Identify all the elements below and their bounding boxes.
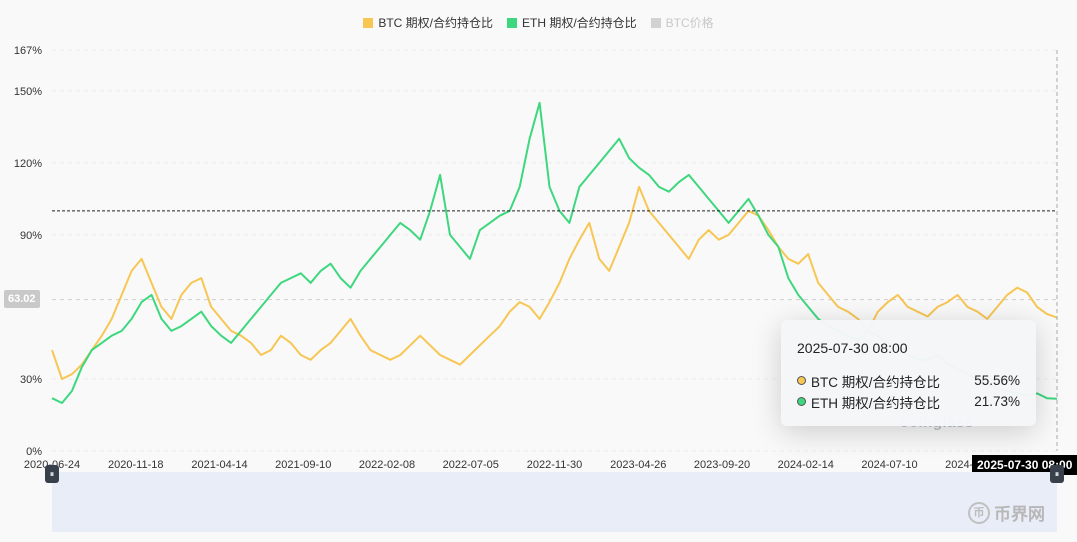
tooltip-name-eth: ETH 期权/合约持仓比 <box>811 395 941 411</box>
y-axis-ticks: 0% 30% 90% 120% 150% 167% <box>14 45 42 458</box>
x-tick-label: 2022-11-30 <box>527 459 582 471</box>
legend-swatch-btc-price <box>650 17 661 28</box>
brand-logo: 币 币界网 <box>968 500 1045 525</box>
y-tick-label: 167% <box>14 45 42 57</box>
y-tick-label: 150% <box>14 86 42 98</box>
slider-handle-right[interactable]: ⏸ <box>1050 465 1064 483</box>
x-tick-label: 2021-09-10 <box>275 459 331 471</box>
tooltip-value-btc: 55.56% <box>974 373 1020 388</box>
legend-item-btc-price[interactable]: BTC价格 <box>650 14 714 31</box>
tooltip-row-eth: ETH 期权/合约持仓比 21.73% <box>797 391 1020 412</box>
legend-swatch-btc <box>363 17 374 28</box>
tooltip-name-btc: BTC 期权/合约持仓比 <box>811 374 941 390</box>
series-line-btc <box>51 185 1058 380</box>
tooltip-dot-btc <box>797 376 806 385</box>
tooltip-row-btc: BTC 期权/合约持仓比 55.56% <box>797 370 1020 391</box>
x-tick-label: 2021-04-14 <box>191 459 247 471</box>
x-tick-label: 2023-04-26 <box>610 459 666 471</box>
data-zoom-slider[interactable] <box>52 472 1057 532</box>
y-tick-label: 0% <box>26 446 42 458</box>
legend-label-eth: ETH 期权/合约持仓比 <box>521 16 637 30</box>
x-tick-label: 2024-02-14 <box>778 459 834 471</box>
legend-swatch-eth <box>506 17 517 28</box>
x-tick-label: 2020-11-18 <box>108 459 163 471</box>
y-tick-label: 90% <box>20 230 42 242</box>
slider-handle-left[interactable]: ⏸ <box>45 465 59 483</box>
y-pointer-badge: 63.02 <box>4 289 40 308</box>
tooltip-value-eth: 21.73% <box>974 394 1020 409</box>
legend-label-btc-price: BTC价格 <box>665 16 714 30</box>
y-tick-label: 120% <box>14 158 42 170</box>
tooltip-dot-eth <box>797 397 806 406</box>
tooltip-time: 2025-07-30 08:00 <box>797 340 908 356</box>
y-tick-label: 30% <box>20 374 42 386</box>
legend-item-btc-ratio[interactable]: BTC 期权/合约持仓比 <box>363 14 493 31</box>
tooltip: 2025-07-30 08:00 BTC 期权/合约持仓比 55.56% ETH… <box>781 320 1036 426</box>
brand-coin-icon: 币 <box>968 501 990 524</box>
legend: BTC 期权/合约持仓比 ETH 期权/合约持仓比 BTC价格 <box>0 14 1077 31</box>
legend-item-eth-ratio[interactable]: ETH 期权/合约持仓比 <box>506 14 637 31</box>
brand-text: 币界网 <box>994 505 1045 524</box>
x-tick-label: 2023-09-20 <box>694 459 750 471</box>
legend-label-btc: BTC 期权/合约持仓比 <box>378 16 493 30</box>
x-tick-label: 2022-07-05 <box>443 459 499 471</box>
x-tick-label: 2022-02-08 <box>359 459 415 471</box>
x-tick-label: 2024-07-10 <box>861 459 917 471</box>
x-axis-ticks: 2020-06-242020-11-182021-04-142021-09-10… <box>24 459 1002 471</box>
